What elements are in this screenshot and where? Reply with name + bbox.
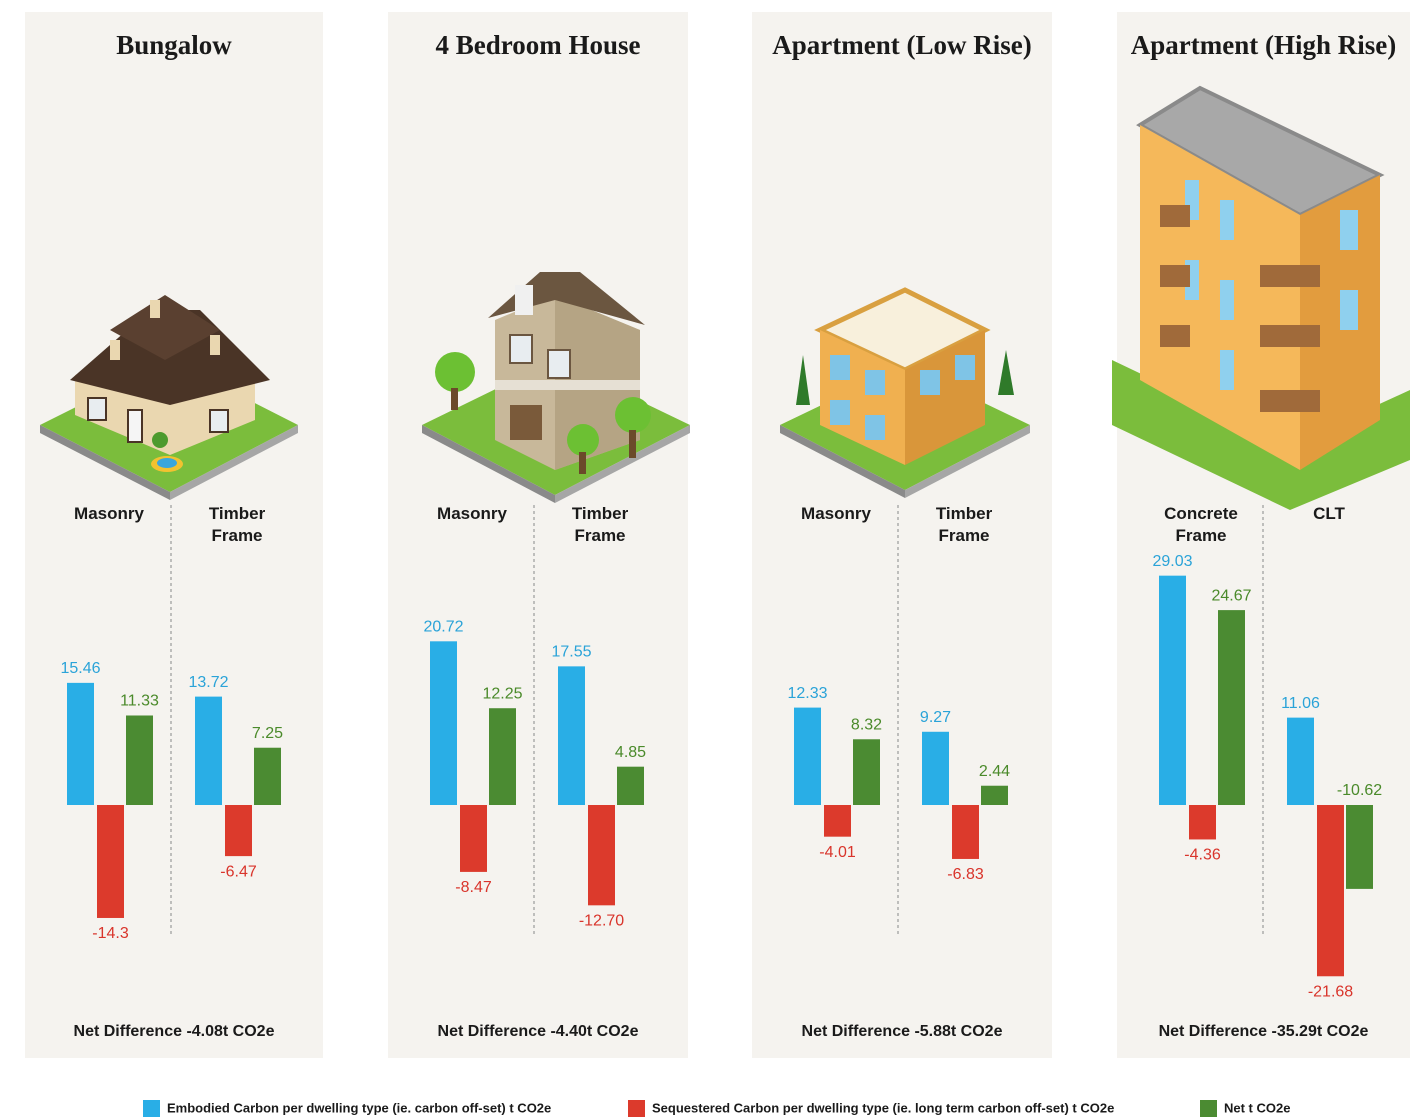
bar — [460, 805, 487, 872]
net-difference: Net Difference -4.08t CO2e — [74, 1023, 275, 1040]
value-label: -14.3 — [92, 925, 129, 942]
bar — [67, 682, 94, 805]
value-label: 11.06 — [1281, 695, 1320, 712]
value-label: 12.33 — [787, 685, 827, 702]
bar — [981, 785, 1008, 805]
bar — [922, 731, 949, 805]
value-label: 20.72 — [423, 619, 463, 636]
bar — [1317, 805, 1344, 977]
bar — [254, 747, 281, 805]
value-label: 11.33 — [120, 693, 159, 710]
bar — [489, 708, 516, 805]
low-rise-illustration — [780, 287, 1030, 498]
bar — [97, 805, 124, 918]
category-label: Masonry — [74, 504, 144, 523]
legend-swatch — [143, 1100, 160, 1117]
value-label: 24.67 — [1211, 587, 1251, 604]
bar — [1159, 575, 1186, 805]
bar — [1189, 805, 1216, 840]
bar — [952, 805, 979, 859]
value-label: 7.25 — [252, 725, 283, 742]
value-label: 12.25 — [482, 685, 522, 702]
value-label: 4.85 — [615, 744, 646, 761]
legend-label: Embodied Carbon per dwelling type (ie. c… — [167, 1100, 551, 1115]
value-label: -10.62 — [1337, 782, 1382, 799]
category-label: Timber Frame — [936, 504, 993, 545]
bar — [1287, 717, 1314, 805]
panel-title: Apartment (Low Rise) — [772, 30, 1031, 60]
value-label: 15.46 — [60, 660, 100, 677]
bar — [617, 766, 644, 805]
value-label: 2.44 — [979, 763, 1010, 780]
bar — [824, 805, 851, 837]
bar — [558, 666, 585, 805]
legend-swatch — [628, 1100, 645, 1117]
value-label: 13.72 — [188, 674, 228, 691]
category-label: Concrete Frame — [1164, 504, 1238, 545]
legend-swatch — [1200, 1100, 1217, 1117]
category-label: Timber Frame — [209, 504, 266, 545]
bungalow-illustration — [40, 295, 298, 500]
value-label: -21.68 — [1308, 983, 1353, 1000]
category-label: Masonry — [801, 504, 871, 523]
bar — [1218, 610, 1245, 805]
panel-title: Apartment (High Rise) — [1131, 30, 1396, 60]
panel-title: 4 Bedroom House — [435, 30, 640, 60]
legend-label: Net t CO2e — [1224, 1100, 1290, 1115]
bar — [853, 739, 880, 805]
category-label: CLT — [1313, 504, 1345, 523]
category-label: Timber Frame — [572, 504, 629, 545]
house-illustration — [422, 272, 690, 503]
value-label: 29.03 — [1152, 553, 1192, 570]
bar — [225, 805, 252, 857]
value-label: -12.70 — [579, 913, 624, 930]
value-label: -8.47 — [455, 879, 492, 896]
value-label: 17.55 — [551, 644, 591, 661]
panel-title: Bungalow — [116, 30, 232, 60]
bar — [195, 696, 222, 805]
category-label: Masonry — [437, 504, 507, 523]
high-rise-illustration — [1112, 85, 1410, 510]
value-label: -4.36 — [1184, 847, 1221, 864]
bar — [126, 715, 153, 805]
bar — [588, 805, 615, 906]
net-difference: Net Difference -35.29t CO2e — [1159, 1023, 1369, 1040]
bar — [1346, 805, 1373, 889]
value-label: -6.47 — [220, 863, 257, 880]
bar — [430, 641, 457, 805]
legend-label: Sequestered Carbon per dwelling type (ie… — [652, 1100, 1114, 1115]
value-label: -6.83 — [947, 866, 984, 883]
value-label: 9.27 — [920, 709, 951, 726]
net-difference: Net Difference -4.40t CO2e — [438, 1023, 639, 1040]
value-label: 8.32 — [851, 716, 882, 733]
value-label: -4.01 — [819, 844, 856, 861]
net-difference: Net Difference -5.88t CO2e — [802, 1023, 1003, 1040]
bar — [794, 707, 821, 805]
